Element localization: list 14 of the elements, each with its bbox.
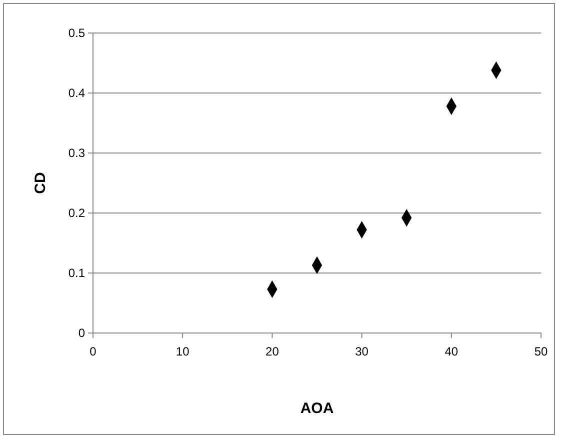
y-tick-label: 0.2 [68,206,86,220]
x-tick-label: 30 [355,344,369,358]
y-axis-title: CD [32,172,49,194]
y-tick-label: 0.3 [68,146,86,160]
y-tick-label: 0 [78,326,86,340]
y-tick-label: 0.5 [68,26,86,40]
y-tick-label: 0.4 [68,86,86,100]
x-tick-label: 0 [90,344,97,358]
x-tick-label: 20 [266,344,280,358]
x-tick-label: 40 [444,344,458,358]
x-axis-title: AOA [300,400,334,417]
x-tick-label: 10 [176,344,190,358]
x-tick-label: 50 [534,344,548,358]
y-tick-label: 0.1 [68,266,86,280]
